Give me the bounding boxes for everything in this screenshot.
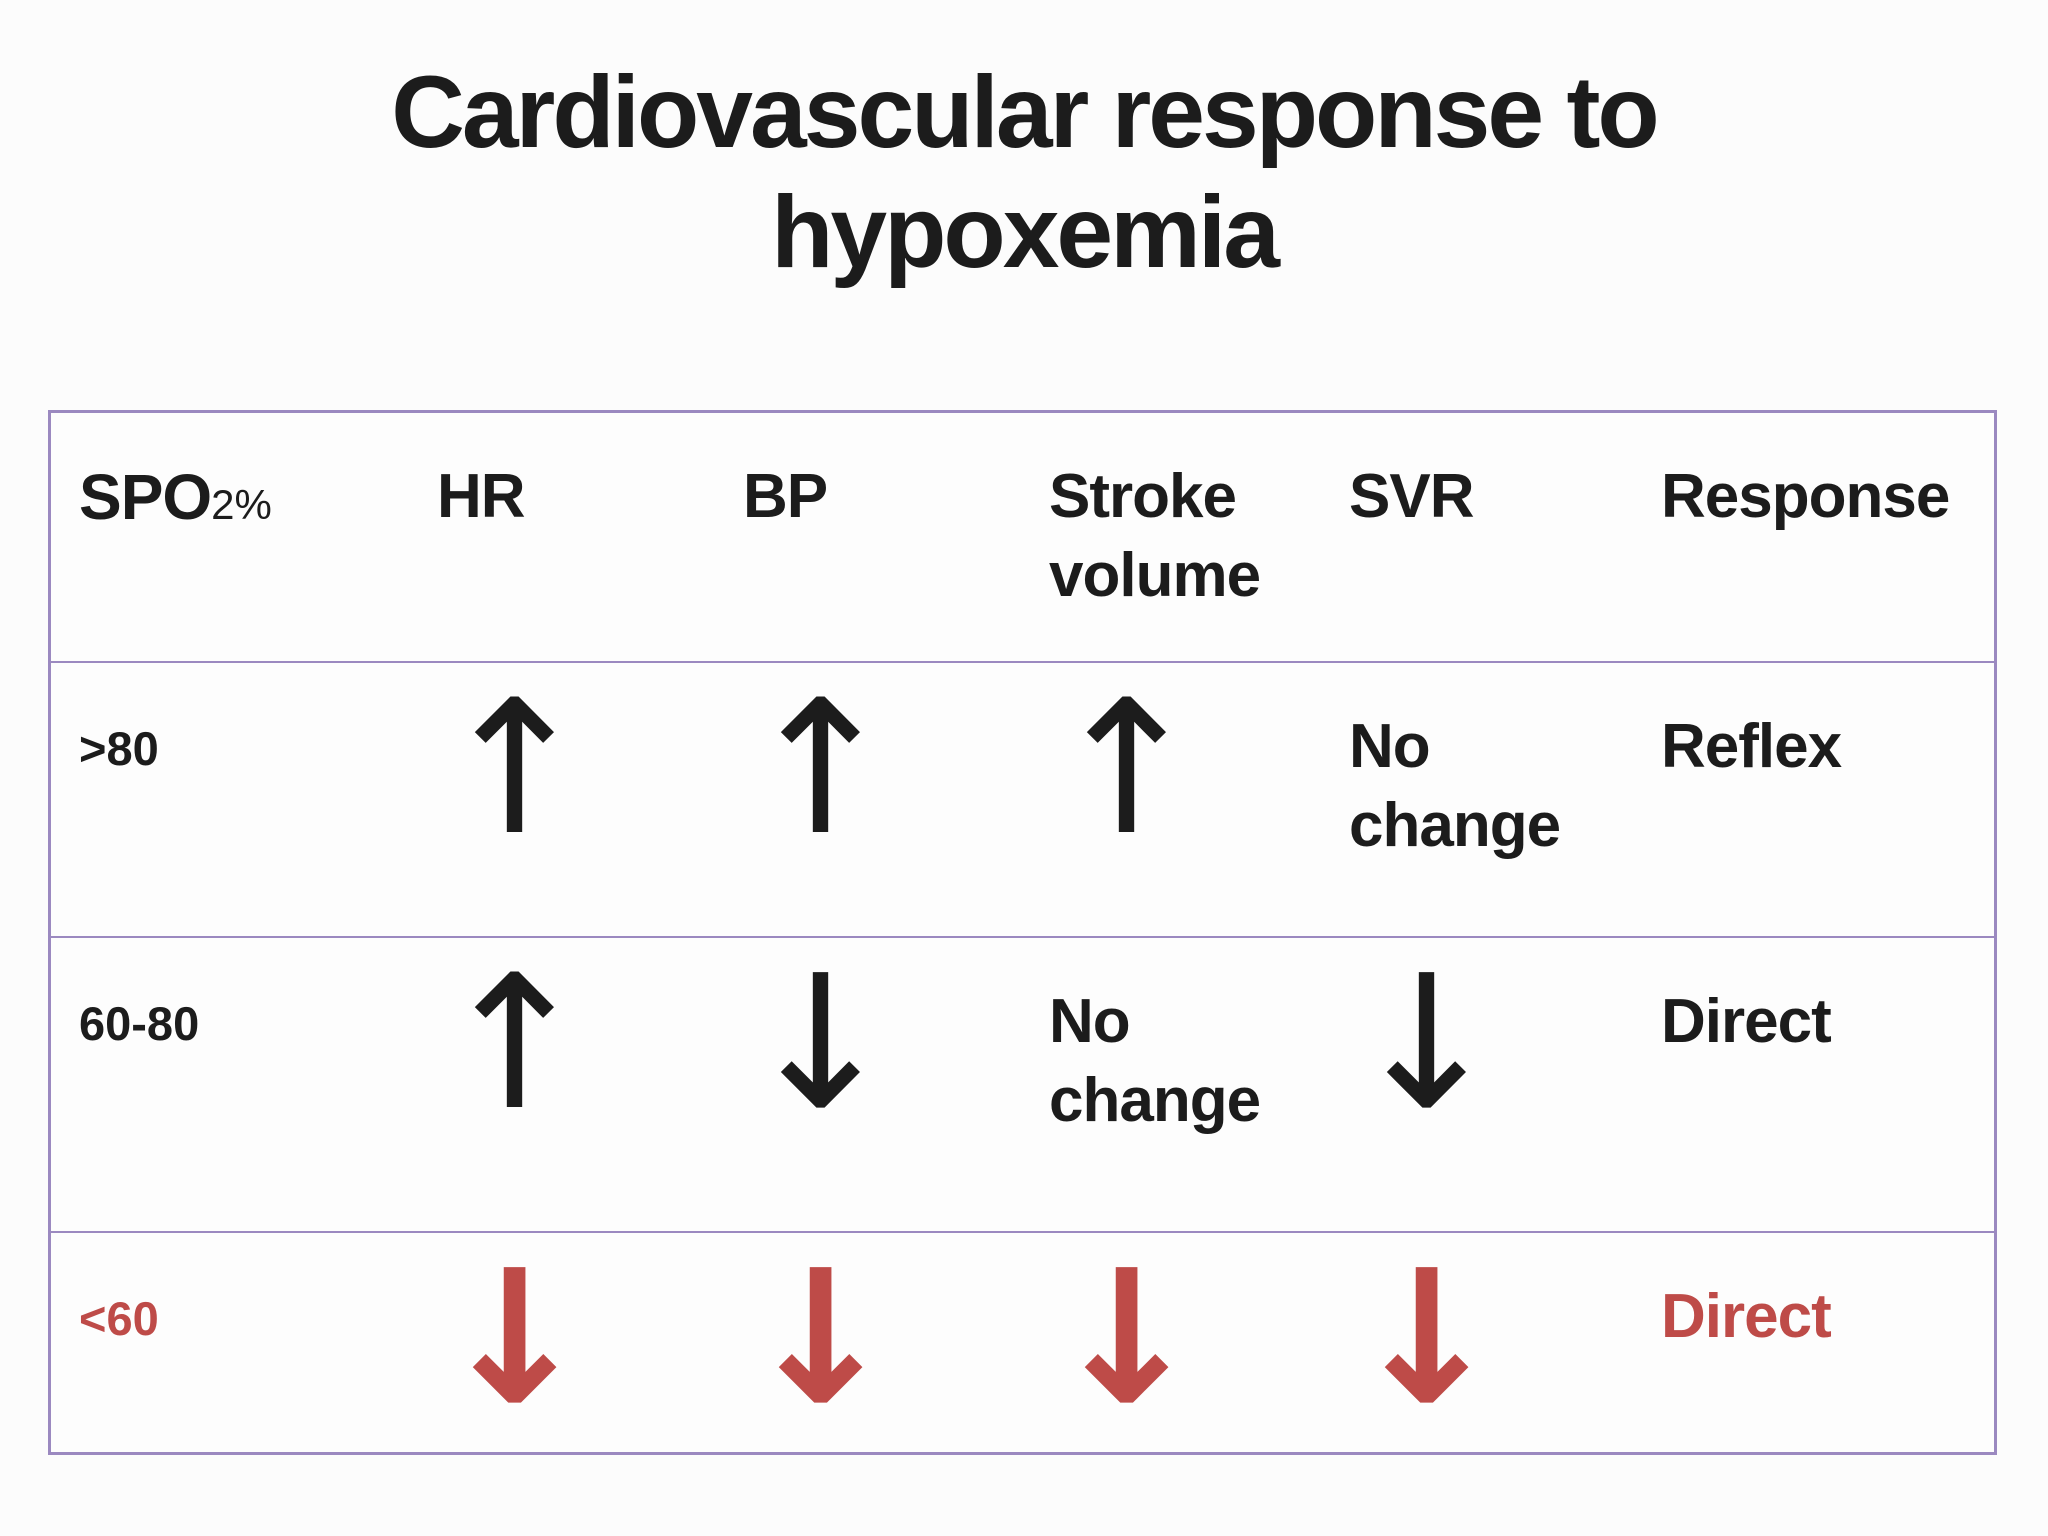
down-arrow-icon: ↓ xyxy=(1049,1230,1205,1446)
row2-svr-cell: ↓ xyxy=(1321,936,1633,1231)
down-arrow-icon: ↓ xyxy=(743,1230,899,1446)
row1-stroke-volume-cell: ↑ xyxy=(1021,661,1321,936)
up-arrow-icon: ↑ xyxy=(437,660,593,876)
up-arrow-icon: ↑ xyxy=(743,660,899,876)
row1-bp-cell: ↑ xyxy=(715,661,1021,936)
header-cell-hr: HR xyxy=(437,462,526,531)
down-arrow-icon: ↓ xyxy=(1349,1230,1505,1446)
header-cell-bp: BP xyxy=(743,462,828,531)
row2-bp-cell: ↓ xyxy=(715,936,1021,1231)
down-arrow-icon: ↓ xyxy=(743,935,899,1151)
page-title-line-2: hypoxemia xyxy=(771,175,1280,290)
row1-svr-cell: No change xyxy=(1321,661,1633,936)
header-cell-response: Response xyxy=(1661,462,1950,531)
row1-spo2-label: >80 xyxy=(51,661,409,936)
row2-hr-cell: ↑ xyxy=(409,936,715,1231)
row3-spo2-label: <60 xyxy=(51,1231,409,1452)
page-title: Cardiovascular response to hypoxemia xyxy=(0,52,2048,293)
row2-response-cell: Direct xyxy=(1633,936,1994,1231)
row1-response-cell: Reflex xyxy=(1633,661,1994,936)
row1-hr-cell: ↑ xyxy=(409,661,715,936)
header-cell-svr: SVR xyxy=(1349,462,1474,531)
up-arrow-icon: ↑ xyxy=(1049,660,1205,876)
row2-stroke-volume-cell: No change xyxy=(1021,936,1321,1231)
row3-svr-cell: ↓ xyxy=(1321,1231,1633,1452)
row3-stroke-volume-cell: ↓ xyxy=(1021,1231,1321,1452)
header-cell-stroke-volume: Stroke volume xyxy=(1049,462,1261,611)
header-spo2-unit: 2% xyxy=(211,481,272,528)
row3-response-cell: Direct xyxy=(1633,1231,1994,1452)
header-spo2-label: SPO xyxy=(79,461,212,533)
header-cell-spo2: SPO2% xyxy=(51,413,409,661)
down-arrow-icon: ↓ xyxy=(1349,935,1505,1151)
row3-bp-cell: ↓ xyxy=(715,1231,1021,1452)
cardiovascular-response-table: SPO2% HR BP Stroke volume SVR Response >… xyxy=(48,410,1997,1455)
up-arrow-icon: ↑ xyxy=(437,935,593,1151)
row2-spo2-label: 60-80 xyxy=(51,936,409,1231)
down-arrow-icon: ↓ xyxy=(437,1230,593,1446)
page-title-line-1: Cardiovascular response to xyxy=(391,55,1659,169)
row3-hr-cell: ↓ xyxy=(409,1231,715,1452)
